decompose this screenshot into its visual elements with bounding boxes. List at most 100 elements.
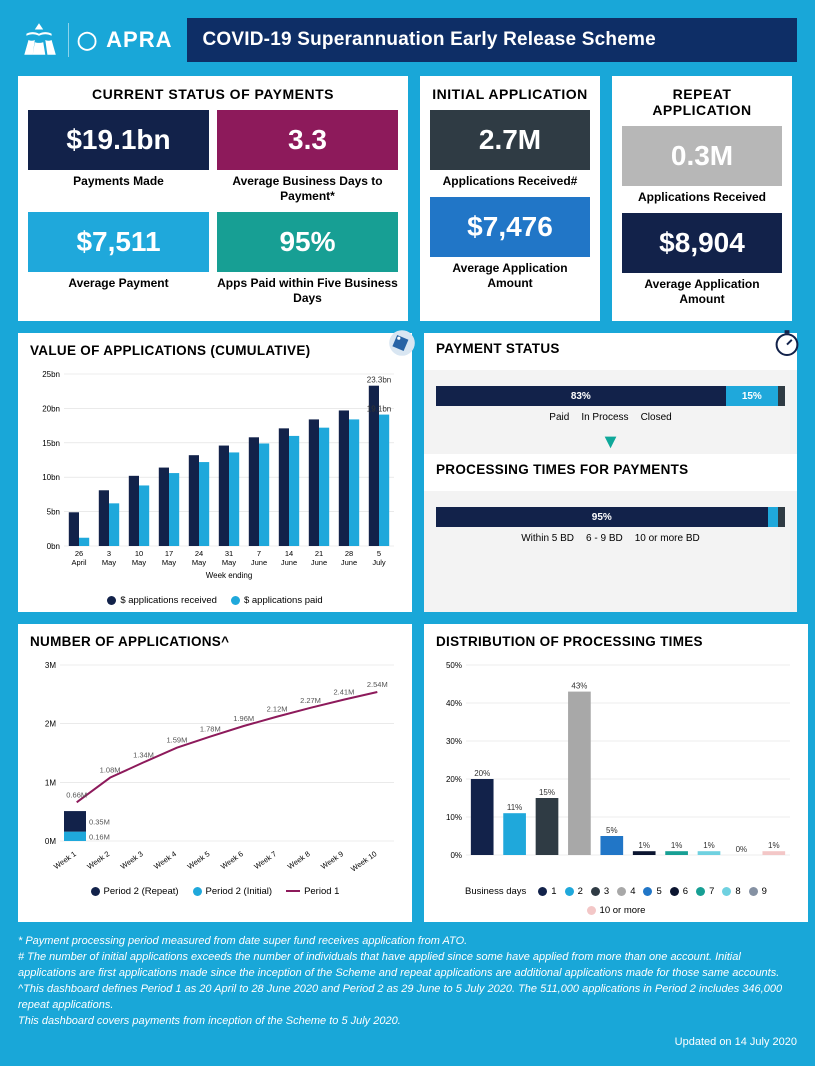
distribution-chart: 0%10%20%30%40%50%20%11%15%43%5%1%1%1%0%1… <box>436 655 796 875</box>
svg-text:1M: 1M <box>45 778 56 787</box>
repeat-app-panel: REPEAT APPLICATION 0.3M Applications Rec… <box>612 76 792 321</box>
kpi-value: 2.7M <box>430 110 590 170</box>
svg-text:0.16M: 0.16M <box>89 832 110 841</box>
svg-text:5: 5 <box>377 549 381 558</box>
legend-item: 4 <box>617 886 635 897</box>
svg-text:Week 2: Week 2 <box>85 849 111 871</box>
svg-text:2.54M: 2.54M <box>367 680 388 689</box>
payment-status-bar: 83%15% <box>436 386 785 406</box>
svg-text:10: 10 <box>135 549 143 558</box>
legend-item: Paid <box>549 412 569 423</box>
legend-item: In Process <box>581 412 628 423</box>
svg-text:15%: 15% <box>539 788 555 797</box>
value-chart-panel: VALUE OF APPLICATIONS (CUMULATIVE) 0bn5b… <box>18 333 412 612</box>
svg-text:May: May <box>102 558 116 567</box>
svg-text:1%: 1% <box>671 841 683 850</box>
svg-text:15bn: 15bn <box>42 439 60 448</box>
legend-item: 10 or more <box>587 905 646 916</box>
num-apps-chart: 0M1M2M3M0.16M0.35M0.66M1.08M1.34M1.59M1.… <box>30 655 400 875</box>
header: ◯ APRA COVID-19 Superannuation Early Rel… <box>18 18 797 62</box>
kpi-label: Payments Made <box>28 174 209 189</box>
kpi: 0.3M Applications Received <box>622 126 782 205</box>
svg-text:5%: 5% <box>606 826 618 835</box>
legend-item: 9 <box>749 886 767 897</box>
updated-text: Updated on 14 July 2020 <box>18 1036 797 1048</box>
svg-text:April: April <box>71 558 86 567</box>
kpi: $19.1bn Payments Made <box>28 110 209 204</box>
legend-item: 6 <box>670 886 688 897</box>
svg-text:June: June <box>311 558 327 567</box>
chart-title: NUMBER OF APPLICATIONS^ <box>30 634 400 649</box>
svg-text:20%: 20% <box>474 769 490 778</box>
bar-segment <box>778 386 785 406</box>
svg-text:0%: 0% <box>450 851 462 860</box>
kpi-label: Average Application Amount <box>430 261 590 291</box>
kpi-label: Apps Paid within Five Business Days <box>217 276 398 306</box>
svg-text:28: 28 <box>345 549 353 558</box>
svg-text:25bn: 25bn <box>42 370 60 379</box>
svg-text:7: 7 <box>257 549 261 558</box>
svg-text:May: May <box>132 558 146 567</box>
svg-text:1%: 1% <box>703 841 715 850</box>
footnote: * Payment processing period measured fro… <box>18 934 797 950</box>
svg-text:19.1bn: 19.1bn <box>367 405 391 414</box>
legend-item: 2 <box>565 886 583 897</box>
svg-text:43%: 43% <box>571 682 587 691</box>
svg-text:2.12M: 2.12M <box>267 705 288 714</box>
brand-icon: ◯ <box>77 30 98 51</box>
legend-item: 1 <box>538 886 556 897</box>
legend-item: 8 <box>722 886 740 897</box>
initial-app-panel: INITIAL APPLICATION 2.7M Applications Re… <box>420 76 600 321</box>
bar-segment: 15% <box>726 386 778 406</box>
status-panel: PAYMENT STATUS 83%15% PaidIn ProcessClos… <box>424 333 797 612</box>
tag-icon <box>386 327 418 359</box>
svg-text:1.08M: 1.08M <box>100 766 121 775</box>
svg-text:2M: 2M <box>45 720 56 729</box>
arrow-down-icon: ▼ <box>436 431 785 454</box>
legend-item: $ applications paid <box>231 595 323 606</box>
svg-text:May: May <box>222 558 236 567</box>
svg-text:20%: 20% <box>446 775 462 784</box>
svg-text:3M: 3M <box>45 661 56 670</box>
svg-text:Week ending: Week ending <box>206 571 253 580</box>
svg-text:2.41M: 2.41M <box>333 688 354 697</box>
svg-text:Week 10: Week 10 <box>349 849 378 873</box>
svg-text:1%: 1% <box>768 841 780 850</box>
chart-title: VALUE OF APPLICATIONS (CUMULATIVE) <box>30 343 400 358</box>
legend-label: Business days <box>465 886 526 897</box>
kpi-label: Average Application Amount <box>622 277 782 307</box>
svg-text:26: 26 <box>75 549 83 558</box>
kpi: $8,904 Average Application Amount <box>622 213 782 307</box>
legend-item: 10 or more BD <box>635 533 700 544</box>
legend-item: 3 <box>591 886 609 897</box>
legend-item: Within 5 BD <box>521 533 574 544</box>
footnote: # The number of initial applications exc… <box>18 950 797 982</box>
svg-text:July: July <box>372 558 386 567</box>
kpi-label: Average Business Days to Payment* <box>217 174 398 204</box>
svg-text:10%: 10% <box>446 813 462 822</box>
svg-text:17: 17 <box>165 549 173 558</box>
kpi-value: 3.3 <box>217 110 398 170</box>
svg-text:0%: 0% <box>736 845 748 854</box>
kpi-label: Applications Received# <box>430 174 590 189</box>
legend-item: Period 2 (Initial) <box>193 886 273 897</box>
bar-segment <box>768 507 778 527</box>
svg-text:0M: 0M <box>45 837 56 846</box>
svg-text:0.35M: 0.35M <box>89 817 110 826</box>
legend-item: $ applications received <box>107 595 217 606</box>
svg-text:30%: 30% <box>446 737 462 746</box>
svg-text:50%: 50% <box>446 661 462 670</box>
svg-text:June: June <box>281 558 297 567</box>
current-status-panel: CURRENT STATUS OF PAYMENTS $19.1bn Payme… <box>18 76 408 321</box>
svg-text:Week 7: Week 7 <box>252 849 278 871</box>
svg-text:11%: 11% <box>507 803 522 812</box>
svg-text:1.59M: 1.59M <box>166 736 187 745</box>
svg-text:Week 8: Week 8 <box>286 849 312 871</box>
chart-title: PAYMENT STATUS <box>436 341 785 356</box>
legend-item: 5 <box>643 886 661 897</box>
svg-text:3: 3 <box>107 549 111 558</box>
svg-text:5bn: 5bn <box>47 508 60 517</box>
svg-text:Week 4: Week 4 <box>152 849 178 871</box>
svg-text:31: 31 <box>225 549 233 558</box>
svg-text:1.78M: 1.78M <box>200 725 221 734</box>
